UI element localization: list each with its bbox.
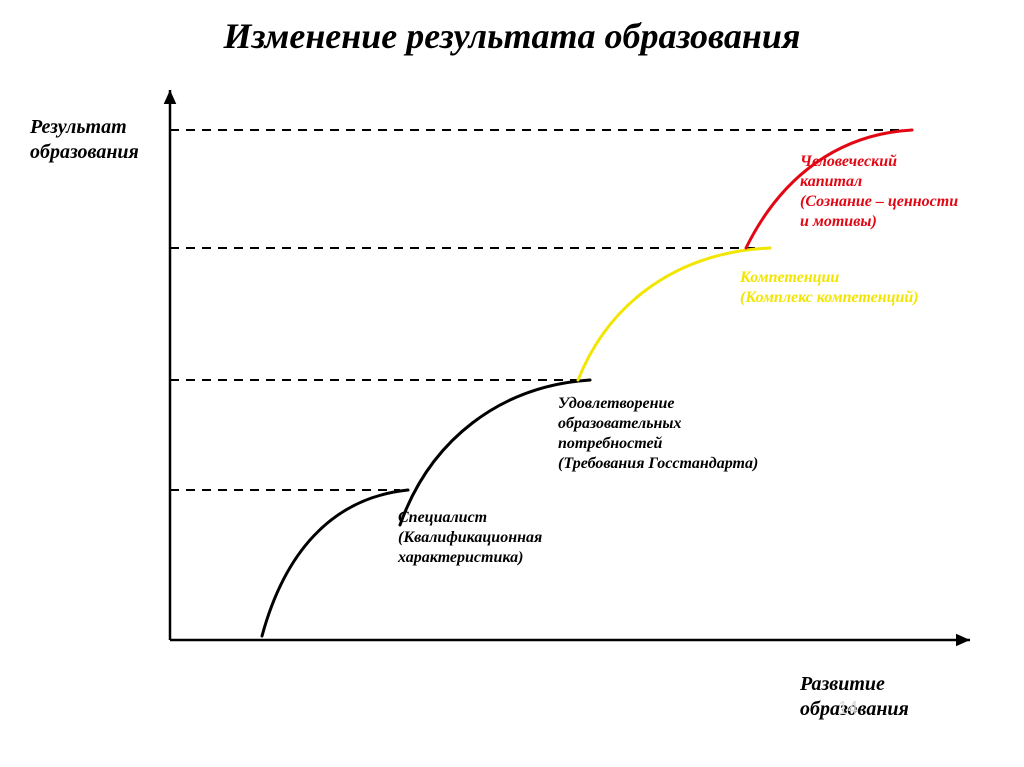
curve-label-level3: Компетенции(Комплекс компетенций): [740, 268, 919, 308]
curve-label-level1: Специалист(Квалификационнаяхарактеристик…: [398, 508, 542, 568]
chart-svg: [0, 0, 1024, 767]
curve-label-level4: Человеческийкапитал(Сознание – ценностии…: [800, 152, 958, 232]
curve-label-level2: Удовлетворениеобразовательныхпотребносте…: [558, 394, 758, 474]
